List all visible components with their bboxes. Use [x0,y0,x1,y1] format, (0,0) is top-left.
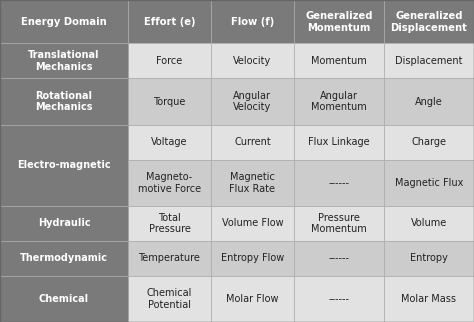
Bar [211,206,294,241]
Bar [384,241,474,276]
Text: Hydraulic: Hydraulic [37,218,91,228]
Text: Angular
Velocity: Angular Velocity [233,91,272,112]
Bar [0,241,128,276]
Text: Volume: Volume [411,218,447,228]
Bar [384,160,474,206]
Text: Temperature: Temperature [138,253,201,263]
Text: Torque: Torque [153,97,186,107]
Bar [211,125,294,160]
Text: Generalized
Momentum: Generalized Momentum [305,11,373,33]
Text: Voltage: Voltage [151,137,188,147]
Text: Charge: Charge [411,137,447,147]
Bar [294,43,384,79]
Text: Velocity: Velocity [233,56,272,66]
Bar [211,0,294,43]
Bar [294,276,384,322]
Text: Entropy: Entropy [410,253,448,263]
Bar [128,43,211,79]
Text: Angle: Angle [415,97,443,107]
Text: ------: ------ [328,294,349,304]
Bar [128,160,211,206]
Text: Current: Current [234,137,271,147]
Text: Force: Force [156,56,182,66]
Text: Flux Linkage: Flux Linkage [308,137,370,147]
Bar [294,160,384,206]
Text: Pressure
Momentum: Pressure Momentum [311,213,367,234]
Bar [384,0,474,43]
Bar [128,79,211,125]
Bar [384,206,474,241]
Bar [211,276,294,322]
Bar [211,241,294,276]
Bar [211,160,294,206]
Text: ------: ------ [328,253,349,263]
Bar [128,276,211,322]
Bar [294,125,384,160]
Text: Generalized
Displacement: Generalized Displacement [391,11,467,33]
Text: Effort (e): Effort (e) [144,17,195,27]
Text: Angular
Momentum: Angular Momentum [311,91,367,112]
Text: Electro-magnetic: Electro-magnetic [17,160,111,170]
Bar [0,79,128,125]
Text: Entropy Flow: Entropy Flow [221,253,284,263]
Text: Magnetic
Flux Rate: Magnetic Flux Rate [229,172,275,194]
Text: Magnetic Flux: Magnetic Flux [395,178,463,188]
Bar [211,79,294,125]
Bar [294,241,384,276]
Bar [384,43,474,79]
Text: Chemical: Chemical [39,294,89,304]
Text: ------: ------ [328,178,349,188]
Bar [0,276,128,322]
Bar [294,206,384,241]
Text: Flow (f): Flow (f) [231,17,274,27]
Bar [0,0,128,43]
Text: Energy Domain: Energy Domain [21,17,107,27]
Bar [0,125,128,206]
Text: Thermodynamic: Thermodynamic [20,253,108,263]
Text: Momentum: Momentum [311,56,367,66]
Bar [384,276,474,322]
Bar [128,0,211,43]
Bar [128,241,211,276]
Text: Chemical
Potential: Chemical Potential [147,288,192,310]
Bar [384,79,474,125]
Text: Molar Flow: Molar Flow [226,294,279,304]
Text: Volume Flow: Volume Flow [221,218,283,228]
Text: Rotational
Mechanics: Rotational Mechanics [35,91,93,112]
Bar [0,43,128,79]
Text: Magneto-
motive Force: Magneto- motive Force [138,172,201,194]
Bar [294,79,384,125]
Text: Total
Pressure: Total Pressure [148,213,191,234]
Bar [128,206,211,241]
Bar [128,125,211,160]
Text: Displacement: Displacement [395,56,463,66]
Bar [211,43,294,79]
Bar [0,206,128,241]
Text: Translational
Mechanics: Translational Mechanics [28,50,100,72]
Bar [294,0,384,43]
Text: Molar Mass: Molar Mass [401,294,456,304]
Bar [384,125,474,160]
